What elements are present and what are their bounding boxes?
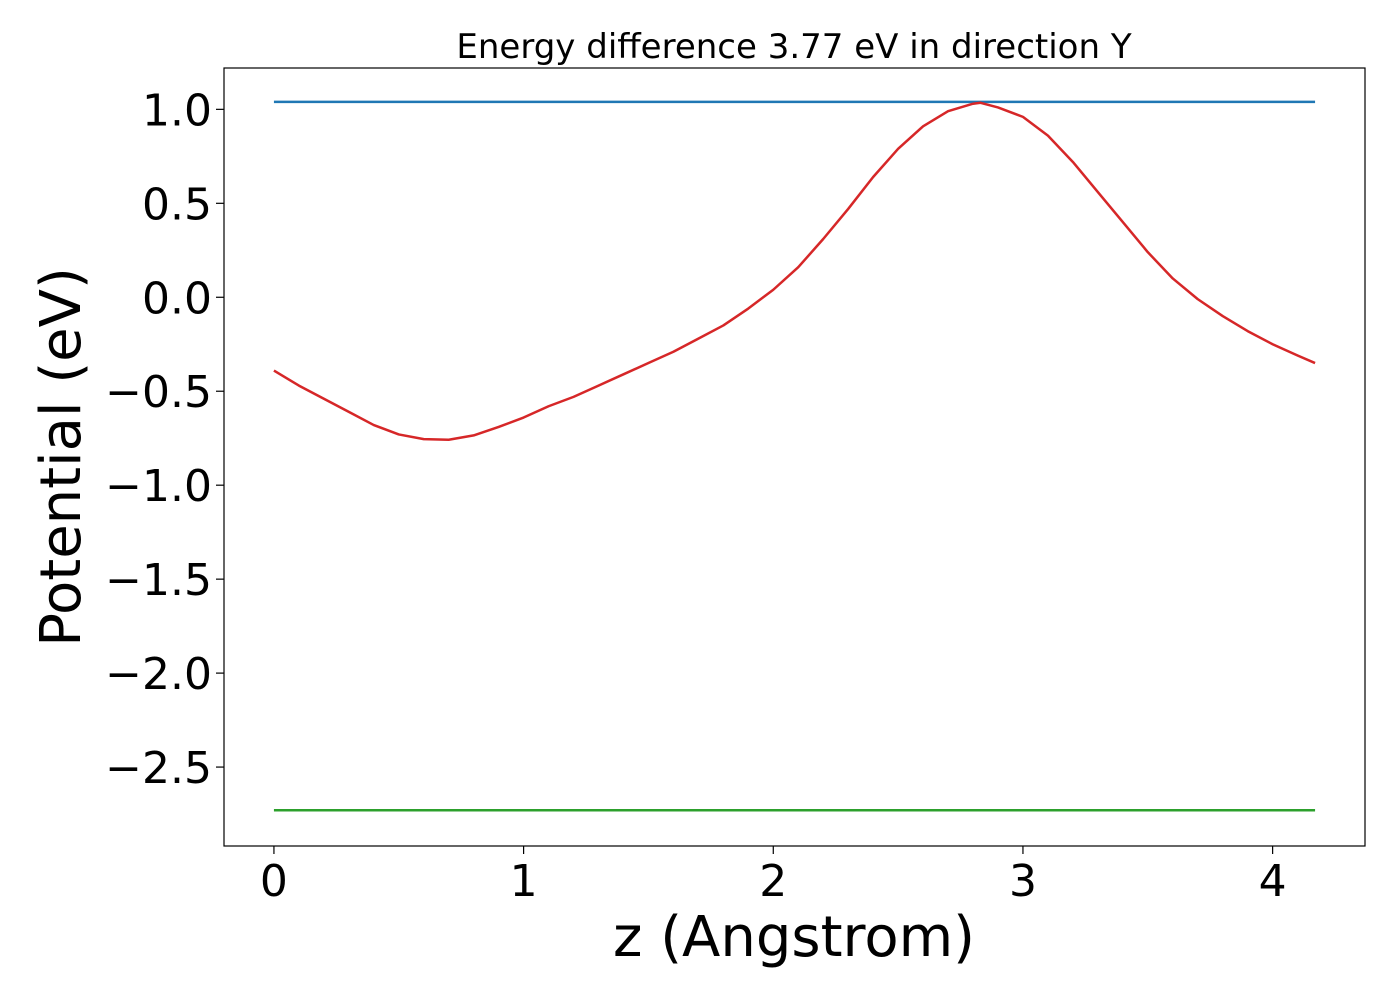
x-axis-label: z (Angstrom) [613,905,975,970]
x-axis: 0 1 2 3 4 [260,846,1287,907]
x-tick-label: 4 [1259,856,1287,907]
y-tick-label: −2.0 [105,649,212,700]
plot-frame [223,67,1366,847]
y-tick-label: −0.5 [105,367,212,418]
series-layer [273,100,1316,812]
y-tick-label: −1.5 [105,555,212,606]
x-tick-label: 3 [1009,856,1037,907]
x-tick-label: 0 [260,856,288,907]
y-tick-label: 0.0 [142,273,212,324]
chart-title: Energy difference 3.77 eV in direction Y [456,27,1131,67]
x-tick-label: 1 [510,856,538,907]
y-axis: 1.0 0.5 0.0 −0.5 −1.0 −1.5 −2.0 −2.5 [105,85,224,794]
x-tick-label: 2 [759,856,787,907]
y-tick-label: 1.0 [142,85,212,136]
series-line-3 [273,101,1316,441]
y-axis-label: Potential (eV) [29,267,94,647]
y-tick-label: −1.0 [105,461,212,512]
y-tick-label: −2.5 [105,743,212,794]
y-tick-label: 0.5 [142,179,212,230]
